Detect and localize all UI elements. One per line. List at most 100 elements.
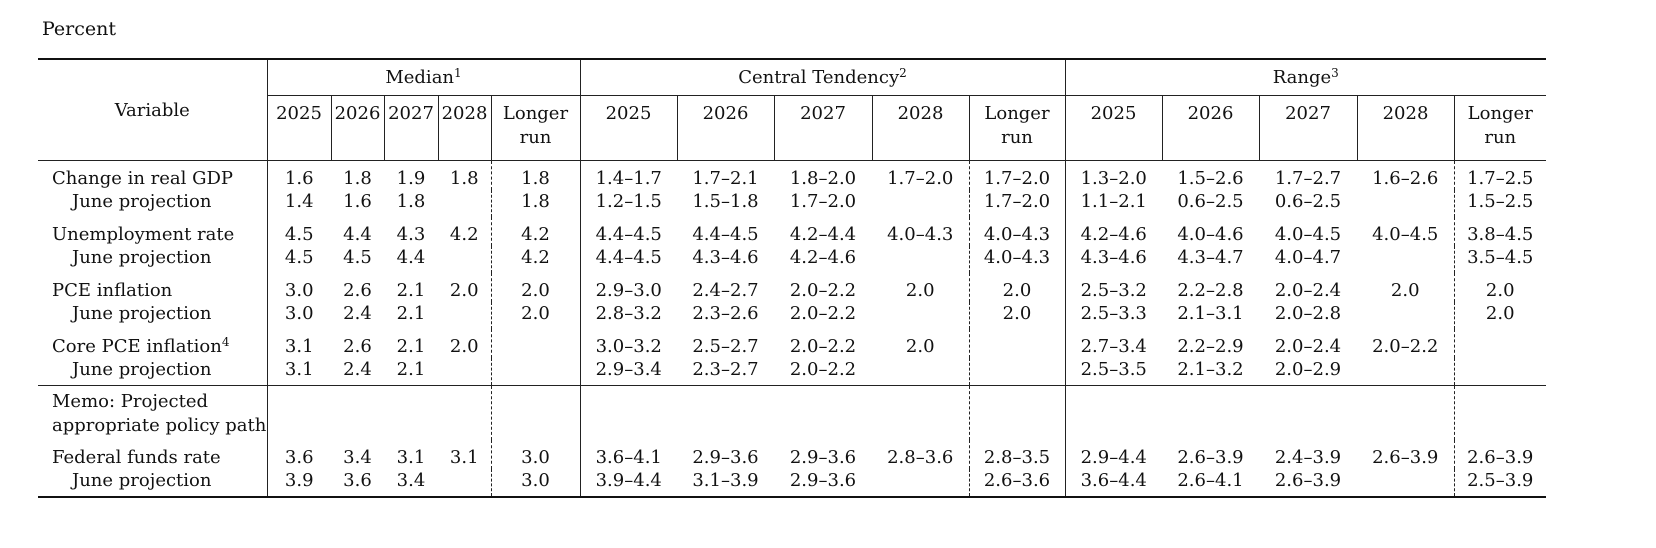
memo-label: Memo: Projected appropriate policy path [52, 391, 267, 436]
cell-median: 2.1 [396, 336, 426, 357]
cell-central: 1.5–1.8 [692, 191, 759, 212]
memo-cell [384, 386, 438, 441]
cell-central: 1.2–1.5 [579, 190, 677, 217]
table-row: June projection 1.4 1.6 1.8 1.8 1.2–1.5 1.5–1.… [38, 190, 1546, 217]
cell-range: 0.6–2.5 [1274, 191, 1342, 212]
cell-range [1357, 246, 1454, 273]
cell-range: 3.6–4.4 [1064, 469, 1162, 497]
cell-central: 2.3–2.6 [692, 303, 759, 324]
memo-cell [579, 385, 677, 440]
cell-range: 2.2–2.9 [1177, 336, 1244, 357]
cell-median: 2.0 [490, 273, 580, 302]
cell-range: 1.6–2.6 [1372, 168, 1439, 189]
cell-range: 1.1–2.1 [1064, 190, 1162, 217]
cell-central: 4.4–4.5 [579, 217, 677, 246]
cell-central: 1.7–2.0 [968, 160, 1065, 190]
longer-run-header-central: Longer run [968, 95, 1065, 161]
cell-median: 2.0 [449, 336, 479, 357]
cell-central: 4.0–4.3 [968, 217, 1065, 246]
cell-central: 2.9–3.0 [579, 273, 677, 302]
cell-range: 2.6–3.9 [1453, 440, 1546, 469]
cell-median: 2.4 [343, 359, 372, 380]
units-label: Percent [42, 18, 117, 40]
cell-central: 1.4–1.7 [579, 160, 677, 190]
cell-median: 1.8 [396, 191, 426, 212]
cell-central [872, 190, 969, 217]
cell-central: 4.4–4.5 [692, 224, 759, 245]
median-header-text: Median [385, 67, 455, 88]
cell-median: 4.2 [490, 246, 580, 273]
cell-range: 2.0–2.9 [1274, 359, 1342, 380]
central-tendency-header-text: Central Tendency [738, 67, 900, 88]
cell-central: 2.4–2.7 [692, 280, 759, 301]
year-header-central: 2026 [676, 95, 774, 161]
cell-range: 1.5–2.6 [1177, 168, 1244, 189]
cell-median: 3.4 [396, 470, 426, 491]
cell-median: 3.0 [490, 440, 580, 469]
cell-central: 4.2–4.6 [789, 247, 857, 268]
cell-median: 4.3 [396, 224, 426, 245]
memo-cell [438, 386, 491, 441]
cell-range [1453, 329, 1546, 358]
cell-range: 1.3–2.0 [1064, 160, 1162, 190]
cell-central: 2.5–2.7 [692, 336, 759, 357]
cell-range: 3.5–4.5 [1453, 246, 1546, 273]
memo-cell [1259, 386, 1357, 441]
cell-median [438, 246, 491, 273]
cell-range: 0.6–2.5 [1177, 191, 1244, 212]
memo-cell [266, 385, 331, 440]
year-header-range: 2026 [1161, 95, 1259, 161]
cell-central: 2.9–3.6 [789, 470, 857, 491]
row-label: Unemployment rate [38, 217, 267, 246]
cell-central: 2.8–3.2 [579, 302, 677, 329]
cell-range [1357, 302, 1454, 329]
row-label: Change in real GDP [38, 161, 267, 191]
cell-central: 1.7–2.0 [887, 168, 954, 189]
cell-central: 2.0 [905, 336, 935, 357]
row-label: PCE inflation [38, 273, 267, 302]
row-label: June projection [72, 470, 212, 491]
cell-range: 2.1–3.2 [1177, 359, 1244, 380]
memo-cell [1453, 385, 1546, 440]
year-header-range: 2028 [1356, 95, 1454, 161]
cell-range: 2.6–4.1 [1177, 470, 1244, 491]
cell-median: 1.8 [343, 168, 372, 189]
longer-run-text: Longer [984, 103, 1050, 124]
cell-range: 2.5–3.9 [1453, 469, 1546, 497]
footnote-4: 4 [221, 335, 230, 349]
cell-median: 3.0 [266, 302, 331, 329]
range-header: Range3 [1064, 59, 1546, 96]
cell-range: 4.0–4.5 [1274, 224, 1342, 245]
row-label: June projection [72, 191, 212, 212]
cell-median: 1.8 [490, 190, 580, 217]
cell-central: 4.0–4.3 [968, 246, 1065, 273]
cell-range: 2.2–2.8 [1177, 280, 1244, 301]
longer-run-text: run [519, 127, 552, 148]
table-row: June projection 3.0 2.4 2.1 2.0 2.8–3.2 2.3–2.… [38, 302, 1546, 329]
cell-range: 2.0–2.4 [1274, 336, 1342, 357]
cell-range: 2.7–3.4 [1064, 329, 1162, 358]
longer-run-text: Longer [1467, 103, 1533, 124]
cell-central: 2.6–3.6 [968, 469, 1065, 497]
cell-median: 4.2 [490, 217, 580, 246]
cell-median: 3.9 [266, 469, 331, 497]
table-row: Change in real GDP 1.6 1.8 1.9 1.8 1.8 1.4–1.7… [38, 160, 1546, 191]
longer-run-header-range: Longer run [1453, 95, 1546, 161]
cell-central: 2.0–2.2 [789, 303, 857, 324]
cell-range: 2.0 [1390, 280, 1420, 301]
cell-range: 2.5–3.5 [1064, 358, 1162, 386]
cell-central [872, 246, 969, 273]
cell-range: 2.5–3.2 [1064, 273, 1162, 302]
row-label-text: Change in real GDP [52, 168, 234, 189]
year-header-central: 2027 [773, 95, 872, 161]
cell-median [438, 190, 491, 217]
cell-range: 2.6–3.9 [1372, 447, 1439, 468]
cell-central: 2.8–3.5 [968, 440, 1065, 469]
table-row: June projection 3.1 2.4 2.1 2.9–3.4 2.3–2.7 2.… [38, 358, 1546, 386]
economic-projections-table: Variable Median1 Central Tendency2 Range3 2… [38, 58, 1546, 498]
cell-median: 4.4 [396, 247, 426, 268]
memo-cell [677, 386, 774, 441]
cell-median: 2.0 [449, 280, 479, 301]
memo-cell [968, 385, 1065, 440]
cell-range: 2.4–3.9 [1274, 447, 1342, 468]
